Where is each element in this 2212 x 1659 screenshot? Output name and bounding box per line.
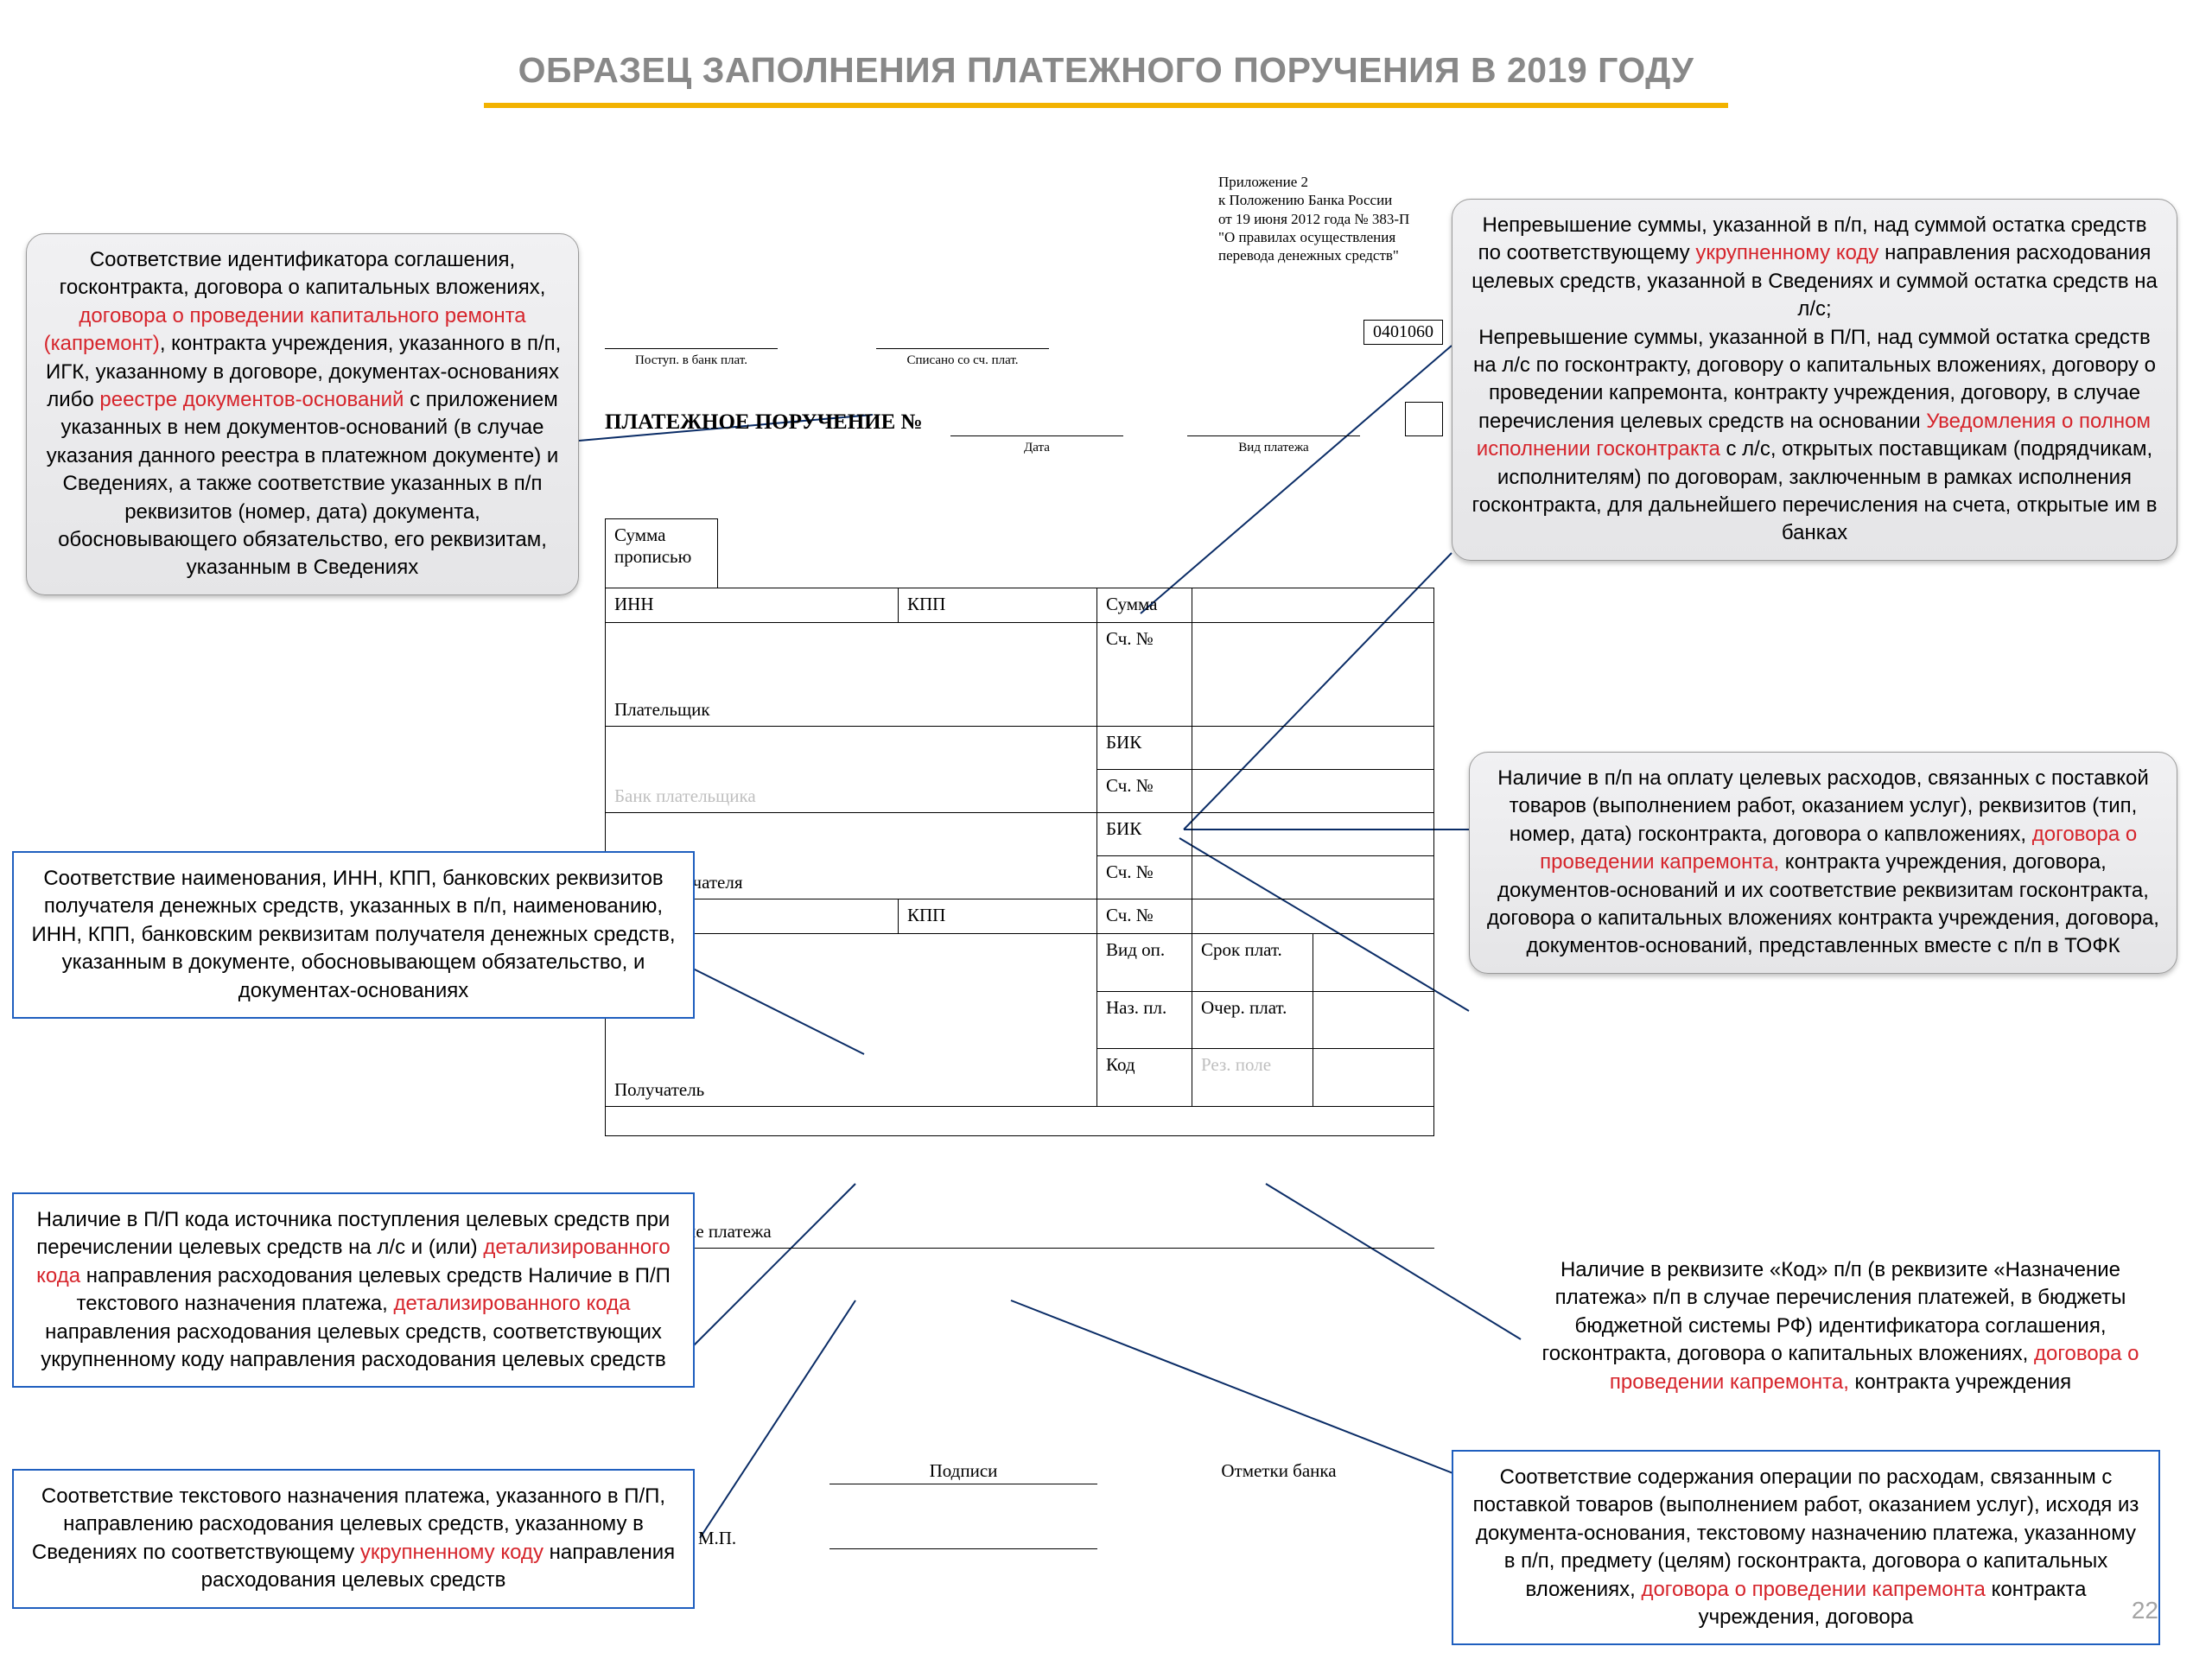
page-title: ОБРАЗЕЦ ЗАПОЛНЕНИЯ ПЛАТЕЖНОГО ПОРУЧЕНИЯ … [0, 0, 2212, 91]
appendix-l1: Приложение 2 [1218, 173, 1443, 191]
callout-6: Соответствие текстового назначения плате… [12, 1469, 695, 1609]
callout-8: Соответствие содержания операции по расх… [1452, 1450, 2160, 1645]
cell-acc2: Сч. № [1097, 770, 1192, 813]
form-table: Сумма прописью ИНН КПП Сумма Плательщик … [605, 518, 1434, 1249]
cell-acc4: Сч. № [1097, 899, 1192, 934]
cell-sum: Сумма [1097, 588, 1192, 623]
lbl-signs: Подписи [830, 1460, 1097, 1484]
appendix-l4: "О правилах осуществления [1218, 228, 1443, 246]
appendix-l5: перевода денежных средств" [1218, 246, 1443, 264]
callout-1: Соответствие идентификатора соглашения, … [26, 233, 579, 595]
cell-ocher: Очер. плат. [1192, 991, 1313, 1049]
page-number: 22 [2132, 1597, 2158, 1624]
cell-bik1: БИК [1097, 727, 1192, 770]
cell-acc1: Сч. № [1097, 623, 1192, 727]
cell-sum-words: Сумма прописью [606, 519, 718, 588]
lbl-date: Дата [950, 441, 1123, 455]
cell-bik2: БИК [1097, 813, 1192, 856]
cell-nazpl: Наз. пл. [1097, 991, 1192, 1049]
appendix-l3: от 19 июня 2012 года № 383-П [1218, 210, 1443, 228]
lbl-bank-marks: Отметки банка [1166, 1460, 1391, 1484]
cell-rez: Рез. поле [1192, 1049, 1313, 1107]
appendix-l2: к Положению Банка России [1218, 191, 1443, 209]
bottom-labels: Подписи Отметки банка М.П. [605, 1460, 1434, 1549]
callout-5: Наличие в П/П кода источника поступления… [12, 1192, 695, 1388]
doc-title: ПЛАТЕЖНОЕ ПОРУЧЕНИЕ № [605, 410, 923, 435]
lbl-paytype: Вид платежа [1187, 441, 1360, 455]
cell-srok: Срок плат. [1192, 934, 1313, 992]
cell-optype: Вид оп. [1097, 934, 1192, 992]
cell-kpp: КПП [899, 588, 1097, 623]
callout-4: Соответствие наименования, ИНН, КПП, бан… [12, 851, 695, 1019]
cell-inn: ИНН [606, 588, 899, 623]
title-underline [484, 103, 1728, 108]
callout-7: Наличие в реквизите «Код» п/п (в реквизи… [1503, 1244, 2177, 1408]
cell-kpp2: КПП [899, 899, 1097, 934]
lbl-written-off: Списано со сч. плат. [876, 353, 1049, 368]
cell-acc3: Сч. № [1097, 856, 1192, 899]
callout-2: Непревышение суммы, указанной в п/п, над… [1452, 199, 2177, 561]
cell-payer: Плательщик [606, 623, 1097, 727]
lbl-recv-bank: Поступ. в банк плат. [605, 353, 778, 368]
cell-kod: Код [1097, 1049, 1192, 1107]
cell-payer-bank: Банк плательщика [606, 727, 1097, 813]
cell-purpose: Назначение платежа [606, 1136, 1434, 1249]
callout-3: Наличие в п/п на оплату целевых расходов… [1469, 752, 2177, 974]
appendix-text: Приложение 2 к Положению Банка России от… [1218, 173, 1443, 264]
